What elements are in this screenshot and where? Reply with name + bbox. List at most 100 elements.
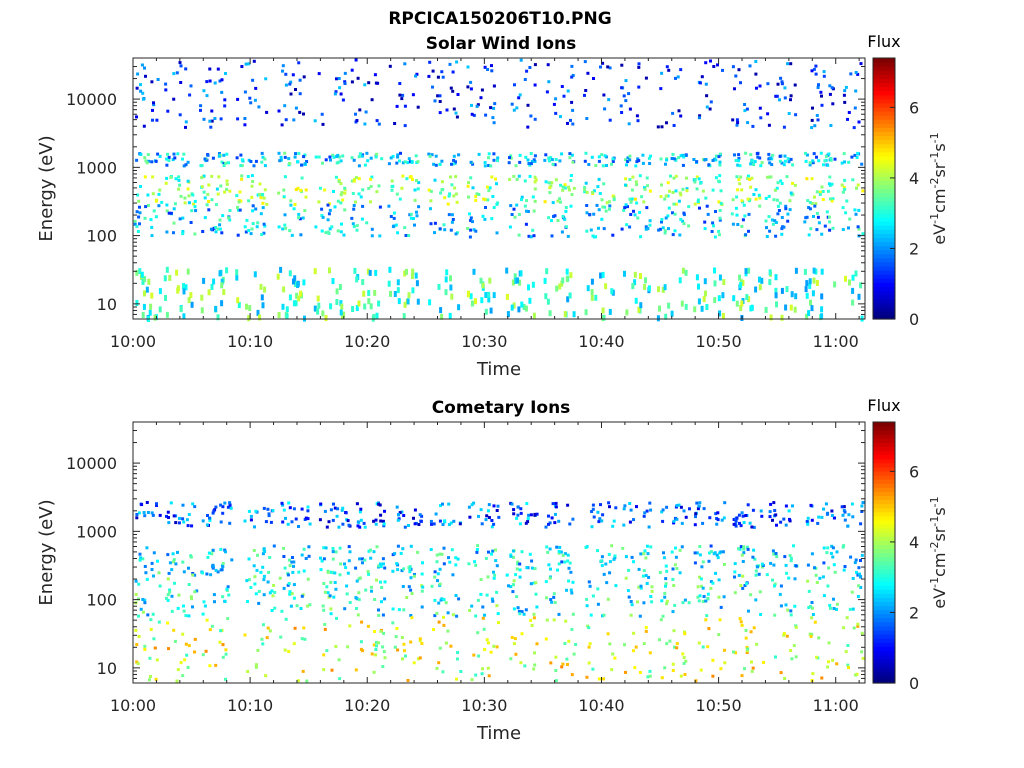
flux-pixel: [673, 603, 677, 607]
flux-pixel: [151, 108, 154, 112]
flux-pixel: [353, 267, 357, 274]
flux-pixel: [533, 651, 536, 655]
flux-pixel: [528, 66, 532, 69]
flux-pixel: [158, 288, 162, 295]
flux-pixel: [445, 269, 449, 276]
flux-pixel: [794, 564, 798, 568]
flux-pixel: [588, 213, 592, 217]
flux-pixel: [208, 518, 212, 522]
flux-pixel: [372, 550, 376, 554]
flux-pixel: [660, 71, 664, 75]
flux-pixel: [302, 626, 306, 630]
flux-pixel: [679, 505, 683, 509]
flux-pixel: [767, 152, 771, 156]
flux-pixel: [775, 94, 779, 98]
flux-pixel: [584, 309, 588, 316]
flux-pixel: [225, 152, 229, 156]
flux-pixel: [244, 62, 248, 66]
flux-pixel: [410, 592, 414, 595]
flux-pixel: [328, 208, 332, 212]
flux-pixel: [696, 595, 700, 599]
flux-pixel: [491, 195, 495, 198]
flux-pixel: [179, 194, 183, 198]
flux-pixel: [205, 523, 209, 527]
flux-pixel: [143, 598, 147, 602]
flux-pixel: [375, 545, 379, 549]
flux-pixel: [627, 568, 631, 572]
flux-pixel: [737, 573, 741, 577]
flux-pixel: [681, 652, 685, 656]
colorbar-step: [873, 208, 895, 214]
flux-pixel: [716, 518, 720, 522]
flux-pixel: [718, 160, 722, 164]
flux-pixel: [333, 92, 337, 96]
flux-pixel: [693, 551, 697, 555]
flux-pixel: [249, 586, 253, 589]
flux-pixel: [512, 579, 516, 583]
flux-pixel: [286, 522, 290, 526]
flux-pixel: [553, 163, 557, 167]
flux-pixel: [519, 511, 523, 515]
flux-pixel: [664, 216, 668, 220]
flux-pixel: [355, 305, 359, 311]
flux-pixel: [450, 213, 454, 217]
flux-pixel: [302, 75, 306, 79]
flux-pixel: [805, 215, 809, 219]
flux-pixel: [152, 574, 155, 578]
flux-pixel: [533, 199, 537, 203]
flux-pixel: [718, 310, 722, 317]
flux-pixel: [805, 313, 809, 320]
colorbar-step: [873, 597, 895, 603]
flux-pixel: [421, 561, 424, 565]
colorbar-step: [873, 491, 895, 497]
flux-pixel: [406, 679, 410, 682]
flux-pixel: [492, 576, 496, 580]
flux-pixel: [693, 202, 697, 206]
flux-pixel: [814, 72, 818, 76]
flux-pixel: [438, 227, 442, 231]
flux-pixel: [514, 652, 518, 656]
flux-pixel: [570, 75, 574, 79]
flux-pixel: [391, 154, 395, 158]
colorbar-step: [873, 233, 895, 239]
flux-pixel: [304, 557, 308, 560]
flux-pixel: [146, 193, 150, 197]
flux-pixel: [429, 548, 433, 551]
flux-pixel: [219, 520, 223, 524]
flux-pixel: [848, 217, 852, 221]
colorbar-step: [873, 94, 895, 100]
flux-pixel: [813, 566, 816, 570]
flux-pixel: [705, 304, 709, 310]
flux-pixel: [280, 501, 284, 505]
flux-pixel: [494, 177, 497, 181]
flux-pixel: [805, 177, 809, 181]
flux-pixel: [793, 306, 797, 313]
flux-pixel: [152, 103, 156, 107]
flux-pixel: [388, 64, 392, 68]
flux-pixel: [296, 186, 300, 190]
flux-pixel: [758, 156, 762, 160]
flux-pixel: [438, 162, 442, 166]
flux-pixel: [825, 512, 829, 516]
flux-pixel: [454, 192, 458, 196]
flux-pixel: [816, 215, 820, 219]
flux-pixel: [236, 206, 239, 209]
flux-pixel: [846, 117, 849, 121]
flux-pixel: [135, 513, 139, 516]
flux-pixel: [489, 106, 493, 110]
flux-pixel: [341, 506, 345, 510]
flux-pixel: [817, 159, 821, 163]
flux-pixel: [262, 574, 266, 578]
flux-pixel: [595, 203, 599, 207]
flux-pixel: [401, 174, 405, 178]
flux-pixel: [660, 218, 664, 221]
flux-pixel: [671, 662, 675, 666]
flux-pixel: [784, 304, 788, 311]
flux-pixel: [685, 189, 689, 193]
flux-pixel: [254, 509, 258, 513]
colorbar-step: [873, 106, 895, 112]
flux-pixel: [209, 125, 213, 129]
flux-pixel: [176, 550, 179, 554]
flux-pixel: [367, 298, 371, 305]
flux-pixel: [445, 108, 449, 112]
